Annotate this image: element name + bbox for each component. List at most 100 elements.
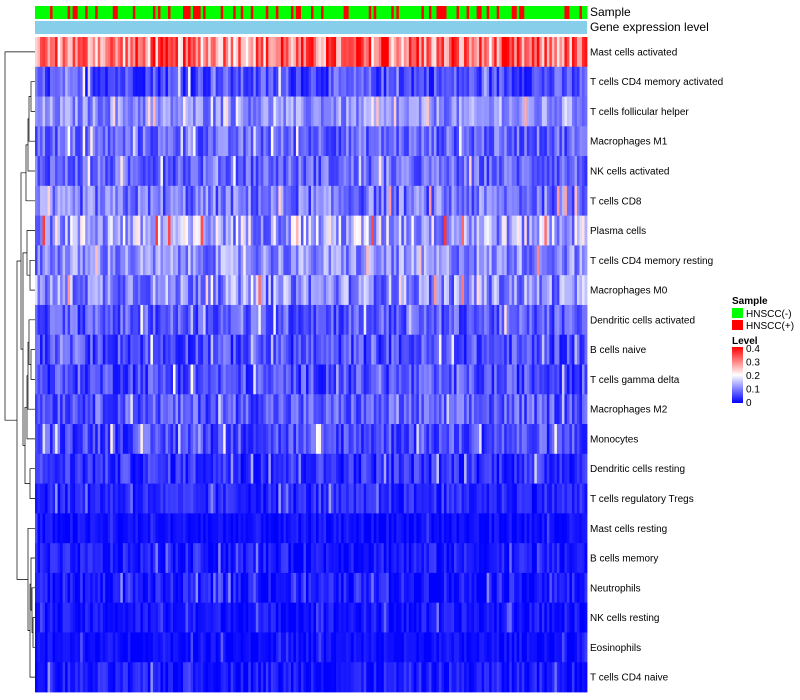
sample-annotation-cell [423, 6, 427, 19]
heatmap-cell [323, 483, 327, 514]
sample-annotation-cell [263, 6, 267, 19]
heatmap-cell [486, 543, 490, 574]
heatmap-cell [243, 215, 247, 246]
heatmap-cell [280, 96, 284, 127]
heatmap-cell [551, 483, 555, 514]
heatmap-cell [436, 245, 440, 276]
heatmap-cell [449, 394, 452, 425]
heatmap-cell [519, 483, 523, 514]
heatmap-cell [228, 543, 232, 574]
heatmap-cell [361, 66, 365, 97]
heatmap-cell [300, 394, 304, 425]
heatmap-cell [383, 96, 387, 127]
heatmap-cell [185, 185, 189, 217]
heatmap-cell [270, 364, 274, 395]
heatmap-cell [584, 275, 588, 306]
heatmap-cell [213, 364, 217, 395]
heatmap-cell [218, 453, 222, 484]
heatmap-cell [233, 513, 237, 544]
sample-annotation-cell [150, 6, 154, 19]
heatmap-cell [305, 602, 309, 633]
heatmap-cell [338, 572, 342, 604]
heatmap-cell [519, 543, 523, 574]
heatmap-cell [45, 96, 48, 127]
heatmap-cell [188, 304, 191, 336]
heatmap-cell [90, 304, 94, 336]
heatmap-cell [391, 632, 395, 663]
heatmap-cell [423, 37, 427, 68]
heatmap-cell [346, 66, 350, 97]
sample-annotation-cell [97, 6, 101, 19]
heatmap-cell [386, 334, 390, 365]
heatmap-cell [484, 394, 488, 425]
heatmap-cell [371, 543, 375, 574]
heatmap-cell [321, 156, 324, 187]
heatmap-cell [333, 245, 337, 276]
heatmap-cell [454, 453, 457, 484]
heatmap-cell [305, 37, 309, 68]
heatmap-cell [366, 632, 370, 663]
heatmap-cell [35, 66, 38, 97]
heatmap-cell [273, 543, 277, 574]
heatmap-cell [486, 275, 490, 306]
heatmap-cell [443, 632, 447, 663]
heatmap-cell [428, 602, 432, 633]
heatmap-cell [576, 543, 580, 574]
heatmap-cell [474, 96, 477, 127]
heatmap-cell [60, 245, 63, 276]
heatmap-cell [378, 602, 382, 633]
heatmap-cell [268, 275, 272, 306]
heatmap-cell [461, 483, 465, 514]
heatmap-cell [173, 215, 176, 246]
heatmap-cell [579, 602, 583, 633]
heatmap-cell [270, 334, 274, 365]
heatmap-cell [544, 394, 548, 425]
heatmap-cell [285, 37, 289, 68]
heatmap-cell [210, 156, 214, 187]
heatmap-cell [265, 126, 269, 157]
heatmap-cell [167, 304, 171, 336]
heatmap-cell [112, 632, 116, 663]
heatmap-cell [235, 364, 239, 395]
heatmap-cell [416, 334, 420, 365]
heatmap-cell [162, 245, 166, 276]
heatmap-cell [150, 215, 154, 246]
heatmap-cell [519, 334, 523, 365]
heatmap-cell [130, 394, 134, 425]
heatmap-cell [576, 304, 580, 336]
heatmap-cell [142, 126, 146, 157]
heatmap-cell [107, 37, 111, 68]
heatmap-cell [155, 126, 159, 157]
heatmap-cell [210, 215, 214, 246]
heatmap-cell [37, 245, 41, 276]
heatmap-cell [132, 37, 136, 68]
heatmap-cell [331, 37, 334, 68]
heatmap-cell [157, 513, 161, 544]
heatmap-cell [140, 364, 144, 395]
sample-annotation-cell [408, 6, 412, 19]
heatmap-cell [521, 513, 525, 544]
heatmap-cell [441, 334, 445, 365]
heatmap-cell [147, 453, 151, 484]
heatmap-cell [363, 513, 367, 544]
heatmap-cell [240, 394, 244, 425]
heatmap-cell [521, 245, 525, 276]
heatmap-cell [55, 334, 58, 365]
heatmap-cell [225, 513, 229, 544]
heatmap-cell [381, 483, 385, 514]
heatmap-cell [233, 632, 237, 663]
heatmap-cell [343, 424, 347, 455]
heatmap-cell [155, 66, 159, 97]
heatmap-cell [326, 66, 329, 97]
heatmap-cell [223, 215, 227, 246]
heatmap-cell [167, 215, 171, 246]
heatmap-cell [70, 185, 74, 217]
heatmap-cell [564, 453, 568, 484]
heatmap-cell [479, 364, 483, 395]
heatmap-cell [250, 572, 254, 604]
heatmap-cell [120, 602, 124, 633]
heatmap-cell [122, 126, 126, 157]
heatmap-cell [270, 275, 274, 306]
heatmap-cell [496, 334, 500, 365]
heatmap-cell [220, 304, 224, 336]
